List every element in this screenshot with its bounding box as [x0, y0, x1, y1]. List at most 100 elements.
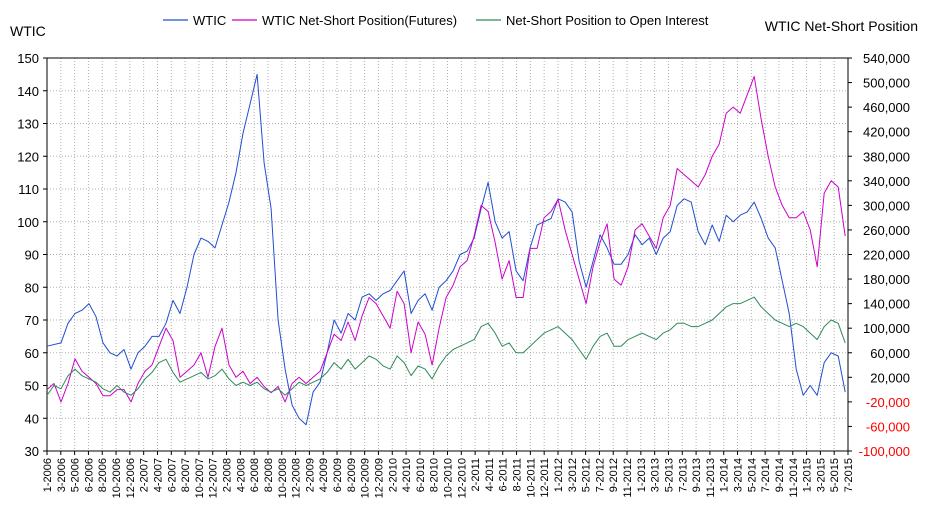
- x-tick-label: 10-2008: [277, 458, 289, 498]
- y-left-tick-label: 100: [17, 215, 39, 230]
- x-tick-label: 5-2015: [829, 458, 841, 492]
- y-left-tick-label: 130: [17, 117, 39, 132]
- x-tick-label: 7-2014: [760, 458, 772, 492]
- x-tick-label: 12-2008: [291, 458, 303, 498]
- y-left-axis: 30 40 50 60 70 80 90 100 110 120 130 140 150: [17, 51, 47, 459]
- x-tick-label: 9-2014: [774, 458, 786, 492]
- x-tick-label: 6-2008: [249, 458, 261, 492]
- x-tick-label: 5-2014: [746, 458, 758, 492]
- x-tick-label: 1-2014: [719, 458, 731, 492]
- x-tick-label: 12-2009: [373, 458, 385, 498]
- x-tick-label: 4-2009: [318, 458, 330, 492]
- x-tick-label: 6-2006: [83, 458, 95, 492]
- x-tick-label: 2-2009: [304, 458, 316, 492]
- x-tick-label: 4-2008: [235, 458, 247, 492]
- legend-label: WTIC: [193, 13, 226, 28]
- series-line-1: [46, 73, 846, 426]
- x-tick-label: 2-2008: [222, 458, 234, 492]
- y-right-axis-title: WTIC Net-Short Position: [765, 18, 918, 34]
- y-right-tick-label: 380,000: [863, 149, 910, 164]
- x-tick-label: 2-2011: [470, 458, 482, 491]
- x-tick-label: 8-2008: [263, 458, 275, 492]
- legend-label: WTIC Net-Short Position(Futures): [262, 13, 457, 28]
- x-tick-label: 2-2010: [387, 458, 399, 492]
- y-right-tick-label: 420,000: [863, 125, 910, 140]
- x-tick-label: 3-2015: [815, 458, 827, 492]
- x-tick-label: 12-2010: [456, 458, 468, 498]
- x-tick-label: 8-2009: [346, 458, 358, 492]
- y-right-tick-label: 260,000: [863, 223, 910, 238]
- x-tick-label: 10-2009: [360, 458, 372, 498]
- x-tick-label: 5-2006: [70, 458, 82, 492]
- x-tick-label: 3-2006: [56, 458, 68, 492]
- x-tick-label: 8-2010: [429, 458, 441, 492]
- x-tick-label: 8-2007: [180, 458, 192, 492]
- x-tick-label: 9-2012: [608, 458, 620, 492]
- y-left-tick-label: 140: [17, 84, 39, 99]
- y-right-tick-label: 60,000: [870, 346, 910, 361]
- y-right-tick-label: -60,000: [866, 419, 910, 434]
- x-tick-label: 11-2012: [622, 458, 634, 498]
- y-right-tick-label: -100,000: [859, 444, 910, 459]
- x-axis: 1-2006 3-2006 5-2006 6-2006 8-2006 10-2006 12-…: [42, 451, 855, 498]
- x-tick-label: 10-2011: [525, 458, 537, 498]
- x-tick-label: 9-2013: [691, 458, 703, 492]
- y-left-tick-label: 110: [18, 182, 39, 197]
- gridlines: [46, 57, 849, 452]
- x-tick-label: 3-2012: [567, 458, 579, 492]
- x-tick-label: 7-2012: [594, 458, 606, 492]
- y-right-tick-label: 220,000: [863, 248, 910, 263]
- y-left-tick-label: 120: [17, 149, 39, 164]
- y-right-tick-label: 180,000: [863, 272, 910, 287]
- legend: WTIC WTIC Net-Short Position(Futures) Net-…: [163, 13, 709, 28]
- y-left-tick-label: 50: [25, 379, 39, 394]
- y-right-tick-label: -20,000: [866, 395, 910, 410]
- y-left-tick-label: 30: [25, 444, 39, 459]
- x-tick-label: 1-2015: [802, 458, 814, 492]
- series-line-3: [46, 296, 846, 396]
- x-tick-label: 10-2010: [443, 458, 455, 498]
- y-left-tick-label: 70: [25, 313, 39, 328]
- y-left-tick-label: 90: [25, 248, 39, 263]
- x-tick-label: 4-2007: [152, 458, 164, 492]
- x-tick-label: 4-2010: [401, 458, 413, 492]
- x-tick-label: 6-2011: [498, 458, 510, 491]
- x-tick-label: 6-2010: [415, 458, 427, 492]
- y-right-tick-label: 300,000: [863, 198, 910, 213]
- y-left-tick-label: 80: [25, 280, 39, 295]
- y-left-tick-label: 150: [17, 51, 39, 66]
- x-tick-label: 7-2015: [843, 458, 855, 492]
- x-tick-label: 12-2006: [125, 458, 137, 498]
- legend-label: Net-Short Position to Open Interest: [506, 13, 709, 28]
- x-tick-label: 8-2011: [512, 458, 524, 491]
- x-tick-label: 6-2009: [332, 458, 344, 492]
- x-tick-label: 5-2012: [581, 458, 593, 492]
- series-line-2: [46, 75, 846, 403]
- series-layer: [46, 73, 846, 426]
- x-tick-label: 1-2006: [42, 458, 54, 492]
- x-tick-label: 12-2007: [208, 458, 220, 498]
- x-tick-label: 10-2006: [111, 458, 123, 498]
- x-tick-label: 2-2007: [139, 458, 151, 492]
- y-right-tick-label: 500,000: [863, 76, 910, 91]
- x-tick-label: 11-2013: [705, 458, 717, 498]
- x-tick-label: 3-2013: [650, 458, 662, 492]
- y-right-tick-label: 340,000: [863, 174, 910, 189]
- y-left-axis-title: WTIC: [10, 23, 46, 39]
- x-tick-label: 7-2013: [677, 458, 689, 492]
- y-right-axis: -100,000 -60,000 -20,000 20,000 60,000 100,00…: [848, 51, 910, 459]
- y-right-tick-label: 460,000: [863, 100, 910, 115]
- x-tick-label: 1-2013: [636, 458, 648, 492]
- y-right-tick-label: 140,000: [863, 297, 910, 312]
- x-tick-label: 4-2011: [484, 458, 496, 491]
- x-tick-label: 3-2014: [733, 458, 745, 492]
- y-right-tick-label: 100,000: [863, 321, 910, 336]
- y-left-tick-label: 60: [25, 346, 39, 361]
- x-tick-label: 1-2012: [553, 458, 565, 492]
- x-tick-label: 12-2011: [539, 458, 551, 498]
- x-tick-label: 6-2007: [166, 458, 178, 492]
- y-right-tick-label: 20,000: [870, 370, 910, 385]
- y-right-tick-label: 540,000: [863, 51, 910, 66]
- x-tick-label: 10-2007: [194, 458, 206, 498]
